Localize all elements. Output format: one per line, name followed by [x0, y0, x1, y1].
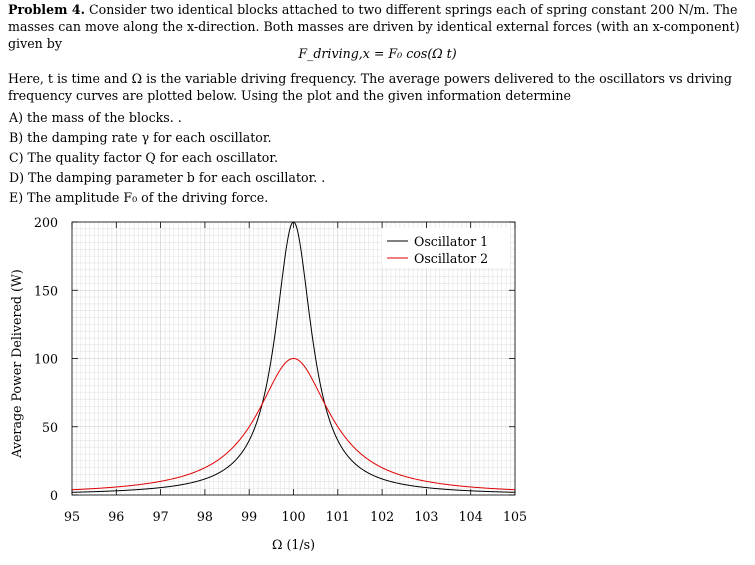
x-tick-label: 99	[241, 509, 257, 524]
driving-force-equation: F_driving,x = F₀ cos(Ω t)	[298, 46, 457, 61]
problem-intro: Problem 4. Consider two identical blocks…	[8, 1, 750, 52]
legend-box	[382, 228, 510, 268]
chart-legend: Oscillator 1 Oscillator 2	[382, 228, 510, 268]
y-tick-label: 50	[42, 420, 58, 435]
x-tick-label: 104	[459, 509, 483, 524]
problem-label: Problem 4.	[8, 2, 85, 17]
x-tick-label: 102	[370, 509, 394, 524]
x-tick-label: 101	[326, 509, 350, 524]
y-tick-label: 100	[34, 352, 58, 367]
y-tick-label: 150	[34, 283, 58, 298]
x-tick-label: 97	[153, 509, 169, 524]
question-a: A) the mass of the blocks. .	[9, 110, 182, 125]
question-d: D) The damping parameter b for each osci…	[9, 170, 326, 185]
legend-label-oscillator-1: Oscillator 1	[414, 234, 488, 249]
y-axis-label: Average Power Delivered (W)	[9, 269, 24, 458]
x-tick-label: 96	[108, 509, 124, 524]
y-tick-label: 0	[50, 488, 58, 503]
x-axis-label: Ω (1/s)	[272, 537, 315, 552]
question-e: E) The amplitude F₀ of the driving force…	[9, 190, 269, 205]
y-tick-label: 200	[34, 215, 58, 230]
chart-curves	[71, 221, 516, 493]
x-tick-label: 98	[197, 509, 213, 524]
x-tick-label: 103	[414, 509, 438, 524]
question-c: C) The quality factor Q for each oscilla…	[9, 150, 279, 165]
axis-ticks: 95 96 97 98 99 100 101 102 103 104 105 0 50 100 150 200	[34, 215, 527, 524]
problem-text: Consider two identical blocks attached t…	[8, 2, 740, 51]
legend-label-oscillator-2: Oscillator 2	[414, 251, 488, 266]
x-tick-label: 95	[64, 509, 80, 524]
problem-description: Here, t is time and Ω is the variable dr…	[8, 71, 732, 103]
question-list: A) the mass of the blocks. . B) the damp…	[9, 108, 325, 208]
question-b: B) the damping rate γ for each oscillato…	[9, 130, 272, 145]
x-tick-label: 100	[281, 509, 305, 524]
x-tick-label: 105	[503, 509, 527, 524]
